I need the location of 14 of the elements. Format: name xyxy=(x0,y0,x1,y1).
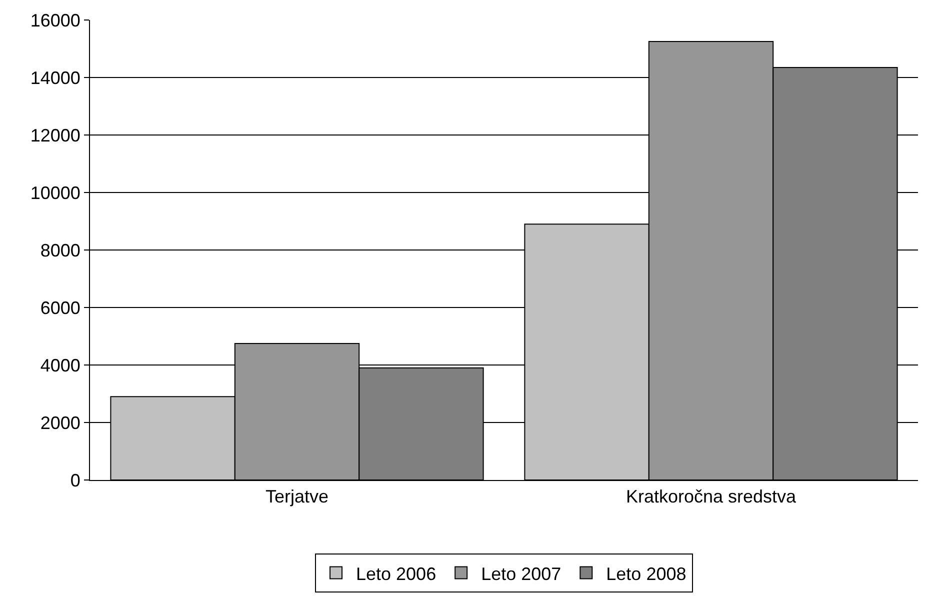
y-tick-label: 16000 xyxy=(30,10,80,30)
x-tick-label: Kratkoročna sredstva xyxy=(626,486,798,507)
y-tick-label: 12000 xyxy=(30,125,80,146)
legend-label: Leto 2008 xyxy=(606,564,686,584)
y-tick-label: 2000 xyxy=(40,412,80,433)
y-tick-label: 6000 xyxy=(40,298,80,318)
y-tick-label: 14000 xyxy=(30,68,80,88)
legend-label: Leto 2006 xyxy=(356,564,436,584)
y-tick-label: 10000 xyxy=(30,182,80,203)
x-tick-label: Terjatve xyxy=(265,486,329,507)
y-tick-label: 8000 xyxy=(40,240,80,260)
legend-label: Leto 2007 xyxy=(481,564,562,584)
y-tick-label: 0 xyxy=(70,470,80,490)
y-tick-label: 4000 xyxy=(40,355,80,376)
